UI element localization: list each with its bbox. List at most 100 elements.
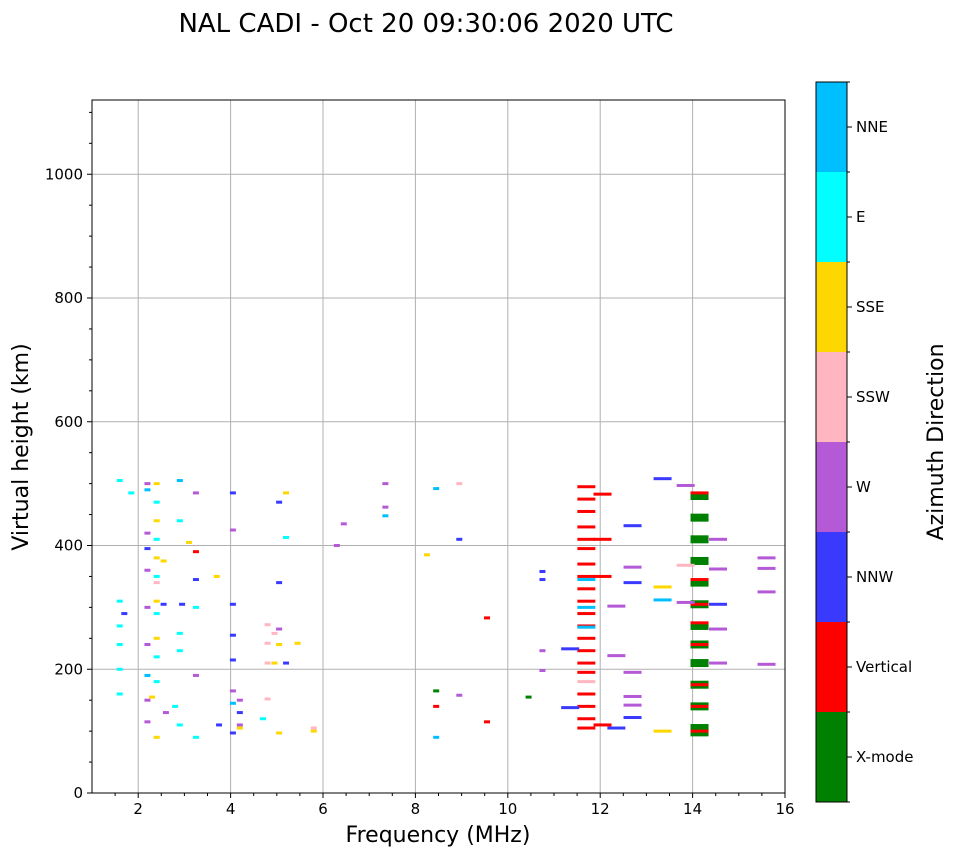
x-tick-label: 16 bbox=[775, 800, 794, 818]
echo-mark-nne bbox=[176, 479, 183, 483]
echo-mark-w bbox=[607, 604, 626, 608]
echo-mark-w bbox=[229, 528, 236, 532]
colorbar-tick-label: NNE bbox=[856, 118, 888, 136]
echo-mark-ssw bbox=[676, 563, 695, 567]
echo-mark-sse bbox=[276, 731, 283, 735]
echo-mark-e bbox=[176, 631, 183, 635]
echo-mark-w bbox=[162, 711, 169, 715]
echo-mark-ssw bbox=[264, 697, 271, 701]
echo-mark-ssw bbox=[577, 680, 596, 684]
echo-mark-ssw bbox=[264, 661, 271, 665]
echo-mark-nnw bbox=[709, 602, 728, 606]
echo-mark-nnw bbox=[607, 726, 626, 730]
echo-mark-sse bbox=[653, 585, 672, 589]
plot-frame bbox=[91, 99, 786, 794]
echo-mark-e bbox=[176, 649, 183, 653]
echo-mark-nnw bbox=[561, 706, 580, 710]
echo-mark-nne bbox=[144, 673, 151, 677]
echo-mark-sse bbox=[149, 695, 156, 699]
echo-mark-ssw bbox=[153, 581, 160, 585]
echo-mark-vertical bbox=[577, 587, 596, 591]
echo-mark-w bbox=[623, 670, 642, 674]
echo-mark-vertical bbox=[577, 612, 596, 616]
echo-mark-vertical bbox=[690, 704, 709, 708]
colorbar-tick-label: W bbox=[856, 478, 871, 496]
echo-mark-nnw bbox=[229, 602, 236, 606]
echo-mark-vertical bbox=[577, 692, 596, 696]
y-tick-label: 400 bbox=[54, 537, 83, 555]
y-tick-label: 0 bbox=[73, 784, 83, 802]
echo-mark-vertical bbox=[577, 537, 596, 541]
echo-mark-vertical bbox=[690, 491, 709, 495]
echo-mark-w bbox=[623, 565, 642, 569]
echo-mark-ssw bbox=[264, 623, 271, 627]
echo-mark-nne bbox=[653, 598, 672, 602]
echo-mark-w bbox=[382, 505, 389, 509]
echo-mark-nne bbox=[382, 514, 389, 518]
echo-mark-vertical bbox=[690, 683, 709, 687]
echo-mark-nne bbox=[577, 578, 596, 582]
echo-mark-x-mode bbox=[690, 659, 709, 668]
echo-mark-w bbox=[144, 482, 151, 486]
echo-mark-e bbox=[153, 612, 160, 616]
x-tick-label: 2 bbox=[133, 800, 143, 818]
echo-mark-vertical bbox=[484, 616, 491, 620]
echo-mark-e bbox=[176, 723, 183, 727]
echo-mark-vertical bbox=[593, 537, 612, 541]
echo-mark-w bbox=[144, 698, 151, 702]
echo-mark-sse bbox=[423, 553, 430, 557]
echo-mark-vertical bbox=[690, 643, 709, 646]
axis-ticks: 2 4 6 8 10 12 14 16 0 200 400 600 800 1000 bbox=[45, 111, 795, 818]
echo-mark-vertical bbox=[593, 723, 612, 727]
echo-mark-ssw bbox=[310, 726, 317, 730]
x-tick-label: 8 bbox=[411, 800, 421, 818]
x-tick-label: 14 bbox=[683, 800, 702, 818]
echo-mark-sse bbox=[213, 574, 220, 578]
colorbar-label: Azimuth Direction bbox=[924, 343, 949, 540]
colorbar-tick-label: X-mode bbox=[856, 748, 913, 766]
echo-mark-e bbox=[259, 717, 266, 721]
echo-mark-vertical bbox=[690, 578, 709, 582]
echo-mark-nne bbox=[433, 487, 440, 491]
echo-mark-w bbox=[757, 566, 776, 570]
echo-mark-vertical bbox=[577, 726, 596, 730]
colorbar-segment bbox=[816, 262, 847, 352]
echo-mark-vertical bbox=[690, 621, 709, 625]
colorbar-tick-label: SSE bbox=[856, 298, 885, 316]
echo-mark-vertical bbox=[577, 574, 596, 578]
colorbar-frame bbox=[815, 81, 848, 803]
y-tick-label: 200 bbox=[54, 660, 83, 678]
echo-mark-vertical bbox=[577, 649, 596, 653]
echo-mark-vertical bbox=[577, 704, 596, 708]
echo-mark-vertical bbox=[577, 485, 596, 489]
echo-mark-x-mode bbox=[690, 492, 709, 500]
colorbar-segment bbox=[816, 532, 847, 622]
echo-mark-x-mode bbox=[690, 535, 709, 544]
echo-mark-nnw bbox=[121, 612, 128, 616]
echo-mark-w bbox=[236, 698, 243, 702]
echo-mark-vertical bbox=[577, 636, 596, 640]
echo-mark-w bbox=[333, 544, 340, 547]
echo-mark-vertical bbox=[577, 525, 596, 529]
echo-mark-sse bbox=[153, 519, 160, 523]
echo-mark-w bbox=[757, 556, 776, 560]
echo-mark-e bbox=[116, 667, 123, 671]
echo-mark-w bbox=[382, 482, 389, 486]
echo-mark-ssw bbox=[264, 641, 271, 645]
echo-mark-nnw bbox=[623, 716, 642, 720]
echo-mark-w bbox=[676, 600, 695, 604]
echo-mark-vertical bbox=[192, 550, 199, 554]
echo-mark-sse bbox=[153, 599, 160, 603]
echo-mark-w bbox=[192, 491, 199, 495]
echo-mark-w bbox=[144, 605, 151, 609]
x-axis-label: Frequency (MHz) bbox=[346, 823, 531, 848]
echo-mark-e bbox=[192, 735, 199, 739]
echo-mark-w bbox=[539, 649, 546, 653]
grid-lines bbox=[92, 100, 785, 793]
echo-mark-nnw bbox=[539, 569, 546, 573]
echo-mark-e bbox=[116, 624, 123, 628]
echo-mark-w bbox=[676, 483, 695, 487]
echo-mark-w bbox=[456, 693, 463, 697]
echo-mark-e bbox=[153, 655, 160, 659]
